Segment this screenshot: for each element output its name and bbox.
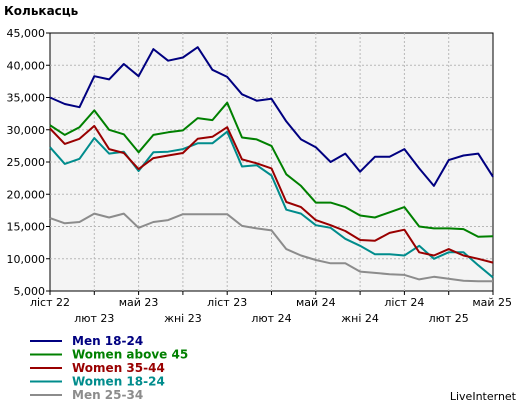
x-tick-label: лют 23 — [74, 312, 114, 325]
y-tick-label: 5,000 — [14, 285, 46, 298]
legend-label: Women 35-44 — [72, 361, 165, 375]
x-tick-label: лют 25 — [429, 312, 469, 325]
x-tick-label: жні 24 — [341, 312, 379, 325]
y-tick-label: 20,000 — [7, 188, 46, 201]
x-tick-label: ліст 22 — [30, 296, 70, 309]
x-axis: ліст 22 лют 23 май 23 жні 23 ліст 23 лют 24 ма… — [30, 291, 512, 325]
series-line — [49, 130, 494, 279]
x-tick-label: май 25 — [472, 296, 512, 309]
series-line — [49, 124, 494, 264]
x-tick-label: жні 23 — [164, 312, 202, 325]
x-tick-label: май 23 — [119, 296, 159, 309]
y-tick-label: 30,000 — [7, 124, 46, 137]
legend-label: Men 18-24 — [72, 334, 143, 348]
series-line — [49, 212, 493, 283]
legend-label: Women 18-24 — [72, 375, 165, 389]
series-lines — [49, 46, 494, 283]
y-tick-label: 35,000 — [7, 92, 46, 105]
series-line — [49, 46, 494, 187]
legend-label: Women above 45 — [72, 348, 188, 362]
y-tick-label: 40,000 — [7, 59, 46, 72]
y-tick-label: 45,000 — [7, 27, 46, 40]
x-tick-label: ліст 24 — [384, 296, 424, 309]
chart-title: Колькасць — [4, 4, 79, 18]
y-tick-label: 25,000 — [7, 156, 46, 169]
y-axis: 5,000 10,000 15,000 20,000 25,000 30,000 35,00… — [7, 27, 50, 298]
y-tick-label: 15,000 — [7, 221, 46, 234]
brand-label: LiveInternet — [450, 390, 517, 403]
x-tick-label: ліст 23 — [207, 296, 247, 309]
x-tick-label: лют 24 — [251, 312, 291, 325]
legend-label: Men 25-34 — [72, 388, 143, 402]
grid-lines — [50, 33, 493, 291]
y-tick-label: 10,000 — [7, 253, 46, 266]
series-line — [49, 101, 494, 238]
x-tick-label: май 24 — [296, 296, 336, 309]
